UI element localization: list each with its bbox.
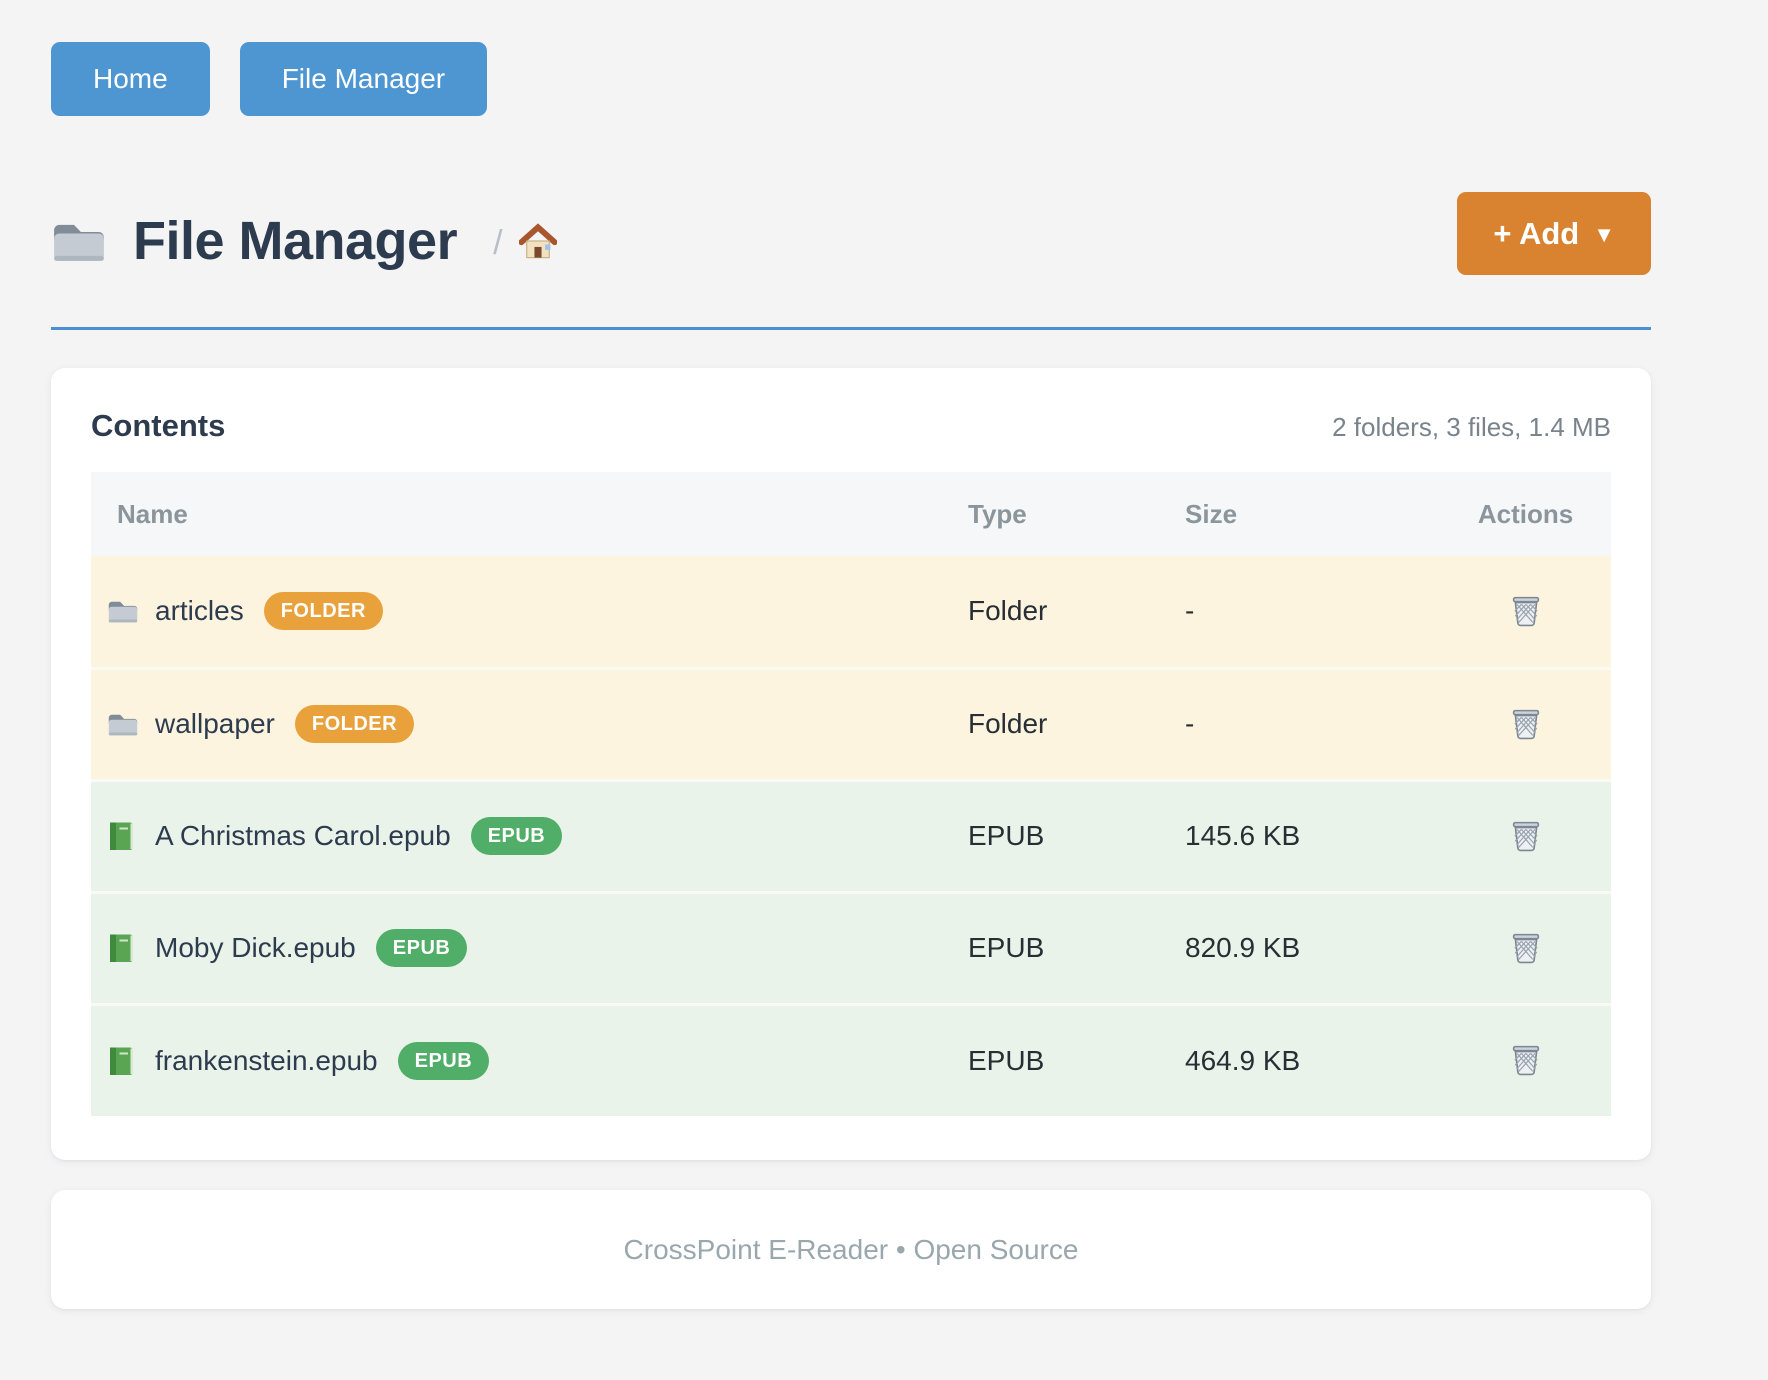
top-navigation: Home File Manager (51, 0, 1651, 116)
folder-icon (107, 596, 139, 626)
table-row[interactable]: Moby Dick.epub EPUB EPUB 820.9 KB (91, 890, 1611, 1004)
page-title: File Manager (133, 210, 458, 271)
table-row[interactable]: wallpaper FOLDER Folder - (91, 666, 1611, 780)
add-button-label: + Add (1493, 215, 1580, 251)
trash-icon (1512, 933, 1539, 963)
delete-button[interactable] (1504, 587, 1548, 633)
title-block: File Manager / (51, 210, 557, 272)
folder-icon (54, 224, 104, 261)
trash-icon (1512, 596, 1539, 627)
type-badge: FOLDER (263, 592, 383, 631)
column-header-type: Type (968, 472, 1185, 556)
file-name: A Christmas Carol.epub (155, 820, 451, 851)
page-container: Home File Manager File Manager / + Add ▼… (51, 0, 1651, 1309)
type-badge: FOLDER (294, 705, 415, 743)
delete-button[interactable] (1504, 924, 1548, 970)
breadcrumb: / (493, 218, 556, 263)
delete-button[interactable] (1504, 1036, 1548, 1082)
column-header-size: Size (1185, 472, 1440, 556)
footer-card: CrossPoint E-Reader • Open Source (51, 1190, 1651, 1309)
delete-button[interactable] (1504, 700, 1548, 746)
type-cell: EPUB (968, 1002, 1185, 1116)
add-button[interactable]: + Add ▼ (1457, 192, 1651, 275)
house-icon[interactable] (519, 223, 557, 259)
folder-icon (107, 709, 139, 739)
column-header-name: Name (91, 472, 968, 556)
file-name: articles (155, 595, 244, 627)
type-badge: EPUB (397, 1041, 490, 1080)
title-divider (51, 327, 1651, 330)
delete-button[interactable] (1504, 812, 1548, 858)
size-cell: 145.6 KB (1185, 778, 1440, 892)
type-cell: EPUB (968, 890, 1185, 1004)
page-header: File Manager / + Add ▼ (51, 192, 1651, 275)
footer-text: CrossPoint E-Reader • Open Source (623, 1233, 1079, 1265)
trash-icon (1512, 821, 1539, 851)
size-cell: - (1185, 666, 1440, 780)
type-cell: Folder (968, 666, 1185, 780)
nav-file-manager-button[interactable]: File Manager (239, 42, 488, 116)
size-cell: - (1185, 556, 1440, 668)
type-badge: EPUB (375, 929, 468, 967)
file-name: frankenstein.epub (155, 1044, 378, 1076)
type-badge: EPUB (470, 817, 563, 855)
panel-title: Contents (91, 408, 226, 443)
file-name: wallpaper (155, 708, 275, 739)
file-table: Name Type Size Actions articles FOLDER F… (91, 472, 1611, 1116)
size-cell: 464.9 KB (1185, 1002, 1440, 1116)
column-header-actions: Actions (1440, 472, 1611, 556)
file-name: Moby Dick.epub (155, 932, 356, 963)
type-cell: Folder (968, 556, 1185, 668)
table-header-row: Name Type Size Actions (91, 472, 1611, 556)
type-cell: EPUB (968, 778, 1185, 892)
size-cell: 820.9 KB (1185, 890, 1440, 1004)
table-row[interactable]: articles FOLDER Folder - (91, 556, 1611, 668)
breadcrumb-separator: / (493, 224, 503, 262)
contents-summary: 2 folders, 3 files, 1.4 MB (1332, 412, 1611, 442)
book-icon (107, 1046, 139, 1076)
nav-home-button[interactable]: Home (51, 42, 210, 116)
table-row[interactable]: frankenstein.epub EPUB EPUB 464.9 KB (91, 1002, 1611, 1116)
contents-card-header: Contents 2 folders, 3 files, 1.4 MB (91, 408, 1611, 444)
table-row[interactable]: A Christmas Carol.epub EPUB EPUB 145.6 K… (91, 778, 1611, 892)
trash-icon (1512, 709, 1539, 739)
trash-icon (1512, 1046, 1539, 1076)
chevron-down-icon: ▼ (1593, 221, 1615, 247)
book-icon (107, 821, 139, 851)
contents-card: Contents 2 folders, 3 files, 1.4 MB Name… (51, 368, 1651, 1160)
book-icon (107, 933, 139, 963)
